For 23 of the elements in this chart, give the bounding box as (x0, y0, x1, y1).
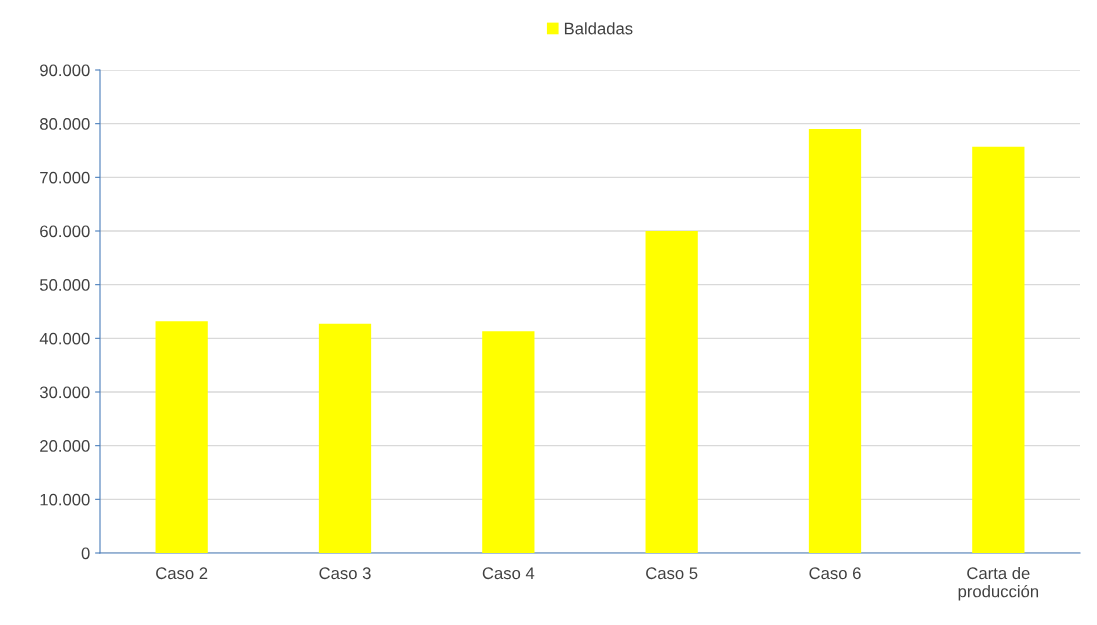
y-tick-label: 0 (81, 547, 90, 560)
x-tick-label: Caso 2 (156, 567, 208, 580)
x-tick-label: Caso 3 (319, 567, 371, 580)
bar (155, 321, 208, 553)
bar (972, 146, 1025, 553)
y-tick-label: 80.000 (40, 118, 90, 130)
y-tick-label: 10.000 (40, 493, 90, 506)
bar (318, 323, 372, 553)
bar (808, 129, 862, 553)
y-tick-label: 20.000 (40, 440, 90, 452)
x-tick-label: Caso 6 (809, 567, 861, 580)
x-tick-label: Caso 5 (646, 567, 698, 580)
x-tick-label: Caso 4 (482, 567, 535, 580)
bar (482, 331, 535, 553)
y-tick-label: 50.000 (39, 279, 90, 291)
x-tick-label: Carta de producción (958, 566, 1039, 601)
y-tick-label: 70.000 (40, 171, 90, 184)
legend-label: Baldadas (564, 22, 633, 35)
bar (645, 231, 698, 553)
y-tick-label: 40.000 (39, 332, 90, 345)
y-tick-label: 60.000 (40, 225, 90, 238)
y-tick-label: 30.000 (39, 386, 90, 399)
y-tick-label: 90.000 (40, 64, 90, 77)
